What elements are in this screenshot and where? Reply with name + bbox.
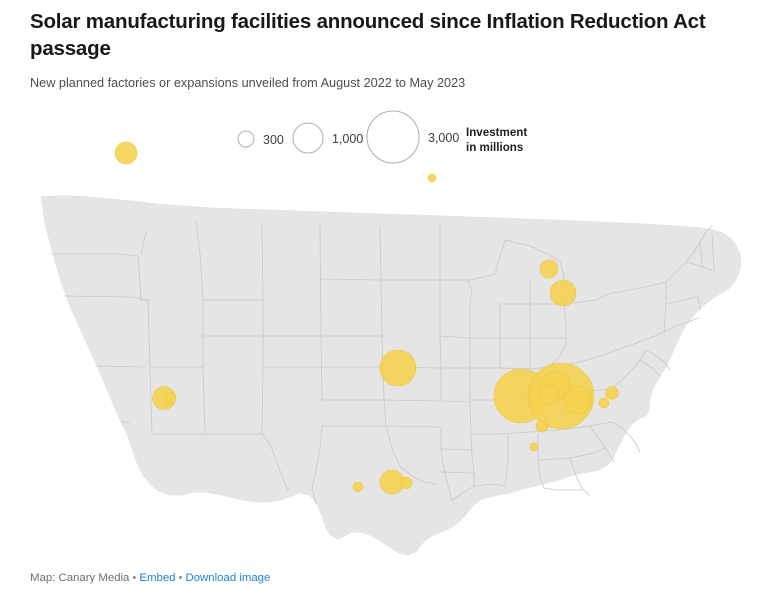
page-title: Solar manufacturing facilities announced… bbox=[30, 10, 706, 61]
investment-bubble[interactable] bbox=[539, 259, 559, 279]
source-credit: Map: Canary Media bbox=[30, 572, 130, 584]
legend-title: Investment in millions bbox=[466, 126, 556, 156]
investment-bubble[interactable] bbox=[598, 397, 610, 409]
map-canvas[interactable]: 300 1,000 3,000 Investment in millions bbox=[0, 104, 768, 559]
footer-separator-2: • bbox=[178, 572, 183, 584]
investment-bubble[interactable] bbox=[538, 383, 560, 405]
investment-bubble[interactable] bbox=[399, 476, 413, 490]
map-footer: Map: Canary Media • Embed • Download image bbox=[30, 572, 270, 584]
legend-title-line2: in millions bbox=[466, 140, 524, 154]
investment-bubble[interactable] bbox=[605, 386, 619, 400]
investment-bubble[interactable] bbox=[563, 385, 593, 415]
investment-bubble[interactable] bbox=[549, 279, 577, 307]
footer-separator-1: • bbox=[132, 572, 137, 584]
embed-link[interactable]: Embed bbox=[139, 572, 176, 584]
investment-bubble[interactable] bbox=[352, 481, 364, 493]
investment-bubble[interactable] bbox=[529, 442, 539, 452]
chart-header: Solar manufacturing facilities announced… bbox=[30, 8, 742, 92]
chart-subtitle: New planned factories or expansions unve… bbox=[30, 76, 466, 91]
investment-bubble[interactable] bbox=[535, 419, 549, 433]
investment-bubble[interactable] bbox=[379, 349, 417, 387]
legend-title-line1: Investment bbox=[466, 126, 528, 139]
investment-bubbles bbox=[114, 141, 619, 495]
investment-bubble[interactable] bbox=[427, 173, 437, 183]
investment-bubble[interactable] bbox=[114, 141, 138, 165]
investment-bubble[interactable] bbox=[163, 391, 177, 405]
download-image-link[interactable]: Download image bbox=[185, 572, 271, 584]
us-map-svg bbox=[39, 141, 743, 557]
